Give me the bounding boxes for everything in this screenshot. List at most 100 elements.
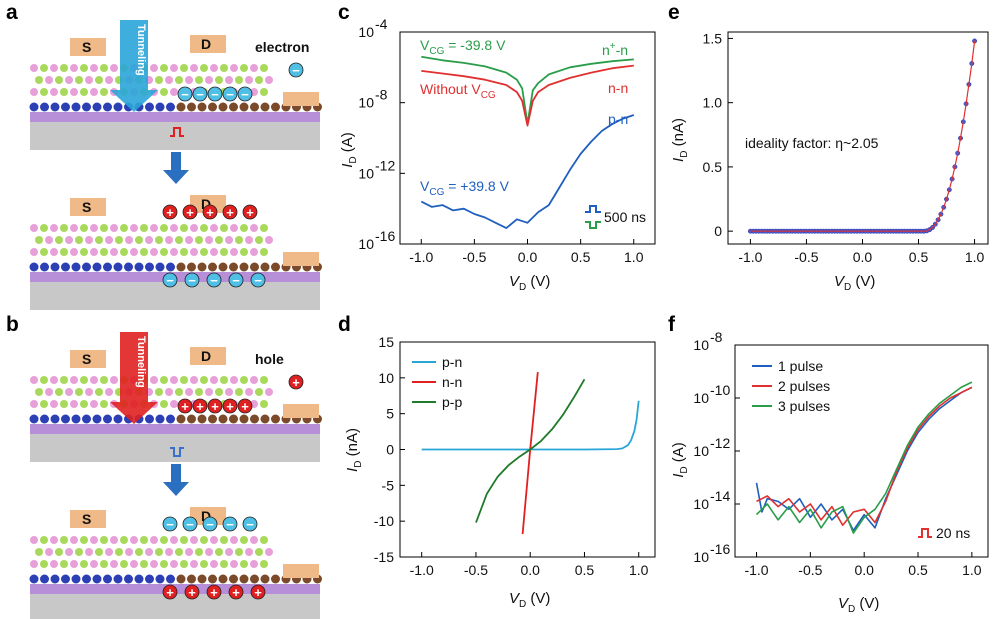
atom [61, 102, 70, 112]
atom [130, 248, 138, 256]
drain-electrode [190, 195, 226, 213]
atom [260, 400, 268, 408]
atom [60, 536, 68, 544]
atom [40, 102, 49, 112]
charge-sign: − [188, 273, 196, 288]
atom [160, 536, 168, 544]
chart-f-ytick-exponent: -14 [710, 488, 730, 504]
atom [170, 248, 178, 256]
atom [255, 548, 263, 556]
charge-carrier-icon [228, 272, 244, 288]
atom [90, 88, 98, 96]
atom [208, 574, 217, 584]
chart-c-ytick-exponent: -16 [375, 228, 395, 244]
atom [95, 388, 103, 396]
charge-carrier-icon [242, 516, 258, 532]
atom [195, 548, 203, 556]
source-label: S [82, 351, 91, 367]
source-electrode [70, 198, 106, 216]
atom [100, 88, 108, 96]
atom [175, 548, 183, 556]
atom [200, 560, 208, 568]
chart-f-legend: 1 pulse 2 pulses 3 pulses [752, 358, 830, 414]
chart-c-series [420, 55, 635, 230]
charge-sign: + [166, 585, 174, 600]
atom [145, 414, 154, 424]
atom [185, 548, 193, 556]
atom [255, 388, 263, 396]
atom [145, 236, 153, 244]
atom [180, 248, 188, 256]
atom [240, 560, 248, 568]
atom [160, 560, 168, 568]
atom [30, 376, 38, 384]
atom [200, 248, 208, 256]
atom [218, 414, 228, 424]
atom [30, 400, 38, 408]
atom [95, 76, 103, 84]
atom [200, 376, 208, 384]
atom [160, 400, 168, 408]
chart-c-ytick-label: 10 [358, 95, 374, 111]
chart-c-label-n-n: n-n [608, 80, 628, 96]
atom [195, 236, 203, 244]
atom [35, 548, 43, 556]
chart-e-ytick-label: 1.0 [703, 95, 723, 111]
atom [260, 88, 268, 96]
atom [245, 76, 253, 84]
charge-sign: − [181, 87, 189, 102]
charge-sign: − [166, 273, 174, 288]
chart-f-ytick-exponent: -10 [710, 382, 730, 398]
atom [235, 76, 243, 84]
chart-f-ytick-label: 10 [693, 549, 709, 565]
atom [260, 224, 268, 232]
charge-carrier-icon [207, 86, 223, 102]
atom [229, 574, 238, 584]
atom [160, 376, 168, 384]
atom [50, 536, 58, 544]
atom [80, 536, 88, 544]
atom [100, 400, 108, 408]
atom [260, 414, 270, 424]
atom [50, 400, 58, 408]
atom [271, 574, 280, 584]
chart-f-pulse-icon [918, 528, 932, 538]
charge-carrier-icon [162, 272, 178, 288]
atom [239, 102, 249, 112]
chart-e-xtick-label: -1.0 [738, 249, 762, 265]
atom [85, 236, 93, 244]
atom [240, 224, 248, 232]
chart-c-ytick-exponent: -8 [375, 87, 388, 103]
atom [271, 414, 280, 424]
atom [60, 560, 68, 568]
atom [260, 248, 268, 256]
atom [260, 64, 268, 72]
atom [240, 248, 248, 256]
atom [29, 102, 39, 112]
chart-c-ytick-exponent: -4 [375, 16, 388, 32]
atom [71, 102, 81, 112]
atom [61, 414, 70, 424]
atom [205, 548, 213, 556]
atom [250, 414, 259, 424]
atom [225, 388, 233, 396]
atom [120, 248, 128, 256]
chart-d-ticks: -1.0 -0.5 0.0 0.5 1.0 15 10 5 0 -5 -10 -15 [374, 334, 649, 578]
atom [70, 536, 78, 544]
chart-d-xtick-label: 1.0 [629, 562, 649, 578]
drain-electrode [190, 347, 226, 365]
chart-c-xtick-label: -1.0 [409, 249, 433, 265]
chart-f-ytick-exponent: -8 [710, 329, 723, 345]
charge-carrier-icon [228, 584, 244, 600]
atom [140, 560, 148, 568]
atom [229, 102, 238, 112]
atom [75, 548, 83, 556]
source-electrode [70, 38, 106, 56]
atom [100, 560, 108, 568]
atom [90, 536, 98, 544]
atom [100, 224, 108, 232]
charge-carrier-icon [242, 204, 258, 220]
chart-f-legend-label: 3 pulses [778, 398, 830, 414]
